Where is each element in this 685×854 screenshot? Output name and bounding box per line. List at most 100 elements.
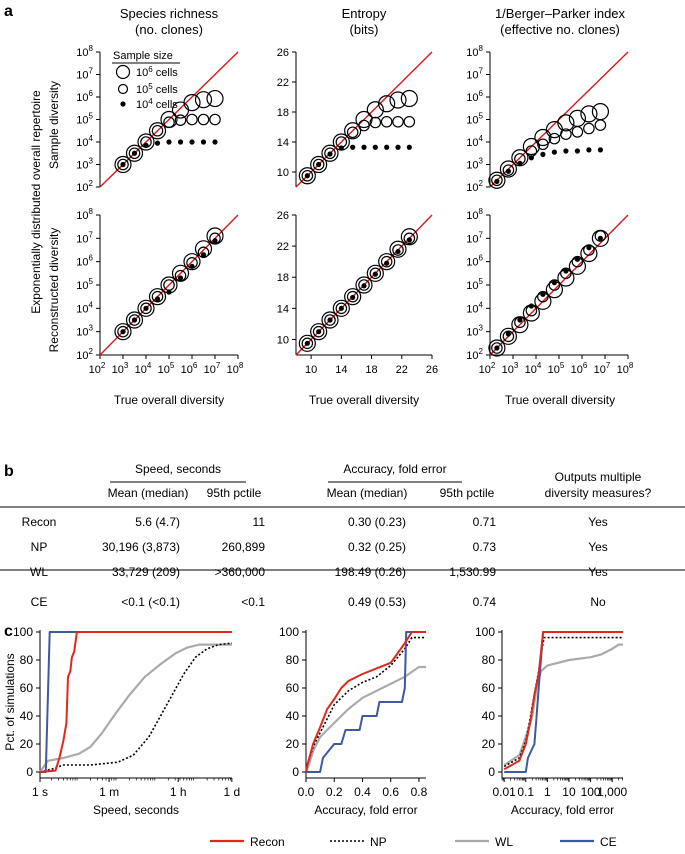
data-point-1e5 [186, 113, 198, 126]
tick-exponent: 7 [479, 230, 484, 239]
legend-entry-1e6: 106 cells [115, 64, 178, 80]
tick-base: 10 [466, 233, 478, 245]
data-point-1e4 [177, 275, 184, 281]
panel-label-a: a [4, 3, 13, 20]
legend-marker-large [115, 64, 131, 80]
data-point-1e4 [563, 148, 569, 154]
data-point-1e6 [183, 253, 201, 271]
data-point-1e4 [327, 317, 333, 323]
tick-exponent: 3 [479, 324, 484, 333]
y-tick-label: 0 [488, 765, 495, 779]
legend-label: 106 cells [136, 65, 178, 79]
data-point-1e4 [384, 260, 390, 266]
table-row: WL 33,729 (209) >360,000 198.49 (0.26) 1,530… [30, 565, 608, 579]
y-tick-label: 102 [466, 179, 483, 194]
column-title-entropy: Entropy (bits) [342, 6, 387, 37]
row-label-sample: Sample diversity [47, 81, 61, 169]
x-tick-label: 104 [525, 361, 542, 376]
data-point-1e5 [163, 116, 175, 128]
table-row: CE <0.1 (<0.1) <0.1 0.49 (0.53) 0.74 No [31, 595, 606, 609]
data-point-1e6 [125, 144, 144, 162]
tick-base: 10 [466, 210, 478, 222]
data-point-1e4 [395, 144, 401, 150]
y-tick-label: 106 [76, 254, 93, 269]
data-point-1e4 [304, 340, 310, 346]
x-tick-label: 1 s [32, 785, 48, 799]
x-tick-label: 103 [112, 361, 129, 376]
tick-exponent: 3 [479, 157, 484, 166]
y-tick-label: 100 [475, 625, 495, 639]
y-tick-label: 100 [279, 625, 299, 639]
y-tick-label: 108 [466, 44, 483, 59]
x-tick-label: 26 [426, 364, 438, 376]
tick-exponent: 8 [479, 207, 484, 216]
tick-base: 10 [479, 364, 491, 376]
series-line-np [503, 636, 623, 768]
tick-exponent: 5 [89, 277, 94, 286]
legend-label-ce: CE [600, 835, 617, 849]
y-tick-label: 104 [76, 300, 93, 315]
y-tick-label: 105 [76, 277, 93, 292]
data-point-1e5 [335, 302, 348, 315]
x-tick-label: 103 [502, 361, 519, 376]
data-point-1e6 [298, 167, 316, 185]
x-tick-label: 10 [562, 785, 576, 799]
x-tick-label: 0.4 [354, 785, 371, 799]
x-axis-label: Speed, seconds [93, 803, 179, 817]
column-title-line1: Species richness [120, 6, 219, 21]
tick-exponent: 6 [479, 254, 484, 263]
y-tick-label: 100 [13, 625, 33, 639]
series-line-recon [39, 631, 232, 773]
y-tick-label: 108 [76, 207, 93, 222]
x-tick-label: 22 [396, 364, 408, 376]
tick-exponent: 2 [479, 179, 484, 188]
data-point-1e5 [346, 290, 359, 303]
data-point-1e6 [344, 288, 362, 306]
data-point-1e6 [137, 299, 155, 317]
data-point-1e6 [499, 327, 517, 345]
data-point-1e4 [177, 139, 184, 145]
data-point-1e5 [117, 158, 129, 171]
legend-label: 105 cells [136, 82, 178, 96]
col-speed-95: 95th pctile [207, 486, 262, 500]
y-tick-label: 106 [76, 89, 93, 104]
column-title-line2: (bits) [350, 22, 379, 37]
column-title-berger-parker: 1/Berger–Parker index (effective no. clo… [495, 6, 626, 37]
data-point-1e4 [384, 144, 390, 150]
tick-exponent: 2 [101, 361, 106, 370]
data-point-1e5 [174, 269, 187, 282]
cell-method: CE [31, 595, 48, 609]
scatter-plot-entropy-sample: 10 14 18 22 26 [277, 47, 433, 188]
data-point-1e4 [505, 331, 511, 337]
data-point-1e4 [563, 268, 569, 274]
x-tick-label: 106 [571, 361, 588, 376]
data-point-1e4 [540, 291, 546, 297]
cdf-plot-accuracy-linear-cdf: 0 20 40 60 80 100 0.0 0.2 0.4 0.6 0.8 Accuracy, fol… [279, 625, 428, 817]
cell-speed-95: 11 [253, 515, 266, 529]
data-point-1e6 [389, 240, 407, 258]
data-point-1e5 [128, 314, 141, 326]
tick-base: 10 [466, 47, 478, 59]
data-point-1e4 [338, 145, 344, 151]
y-tick-label: 102 [466, 347, 483, 362]
y-tick-label: 107 [466, 230, 483, 245]
data-point-1e5 [151, 290, 164, 303]
scatter-plot-entropy-recon: 10 14 18 22 26 10 14 18 22 26 [277, 210, 438, 376]
tick-base: 10 [112, 364, 124, 376]
cell-method: Recon [22, 515, 57, 529]
tick-exponent: 3 [124, 361, 129, 370]
tick-exponent: 2 [479, 347, 484, 356]
identity-line [99, 214, 239, 356]
data-point-1e4 [361, 144, 367, 150]
series-line-wl [39, 643, 232, 773]
panel-label-c: c [4, 623, 13, 640]
y-tick-label: 105 [466, 277, 483, 292]
y-tick-label: 80 [286, 653, 300, 667]
legend-entry-1e4: 104 cells [120, 97, 178, 111]
data-point-1e4 [517, 160, 523, 166]
tick-base: 10 [571, 364, 583, 376]
y-tick-label: 26 [277, 210, 289, 222]
row-label-reconstructed: Reconstructed diversity [47, 228, 61, 353]
data-point-1e5 [571, 255, 584, 268]
